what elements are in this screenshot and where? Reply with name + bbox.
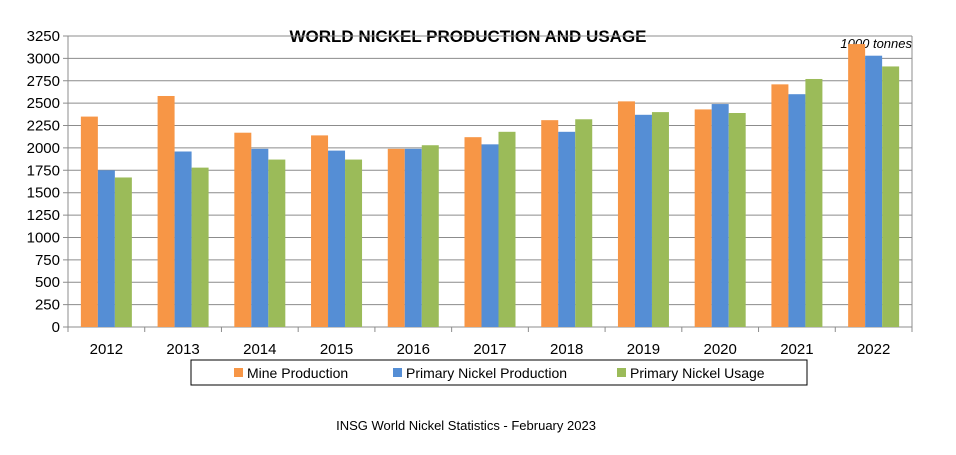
source-note: INSG World Nickel Statistics - February … [336, 418, 596, 433]
x-tick-label: 2022 [857, 341, 890, 358]
legend-swatch [393, 368, 402, 377]
bar-mine-production-2012 [80, 116, 98, 327]
y-tick-label: 250 [35, 297, 60, 314]
y-tick-label: 3250 [27, 28, 60, 45]
bar-primary-nickel-usage-2012 [114, 177, 132, 327]
legend-swatch [234, 368, 243, 377]
x-tick-label: 2018 [550, 341, 583, 358]
legend-label: Primary Nickel Production [406, 365, 567, 381]
bar-primary-nickel-usage-2020 [728, 113, 746, 327]
y-tick-label: 2250 [27, 118, 60, 135]
bar-primary-nickel-usage-2017 [498, 131, 516, 327]
y-tick-label: 2500 [27, 95, 60, 112]
y-tick-label: 2000 [27, 140, 60, 157]
bar-primary-nickel-production-2013 [174, 151, 192, 327]
y-tick-label: 1000 [27, 229, 60, 246]
y-tick-label: 2750 [27, 73, 60, 90]
x-tick-label: 2014 [243, 341, 276, 358]
y-tick-label: 1750 [27, 162, 60, 179]
y-tick-label: 1500 [27, 185, 60, 202]
x-tick-label: 2020 [703, 341, 736, 358]
bar-primary-nickel-usage-2013 [191, 167, 209, 327]
bar-primary-nickel-usage-2015 [345, 159, 363, 327]
bar-mine-production-2019 [617, 101, 635, 328]
bar-primary-nickel-usage-2018 [575, 119, 593, 327]
bar-primary-nickel-production-2016 [404, 148, 422, 327]
bar-primary-nickel-production-2021 [788, 94, 806, 327]
bar-mine-production-2020 [694, 109, 712, 327]
bar-primary-nickel-production-2022 [865, 55, 883, 328]
x-tick-label: 2012 [90, 341, 123, 358]
bar-mine-production-2022 [848, 44, 866, 327]
bar-mine-production-2013 [157, 95, 175, 327]
bar-mine-production-2021 [771, 84, 789, 327]
y-tick-label: 500 [35, 274, 60, 291]
bar-primary-nickel-usage-2014 [268, 159, 286, 327]
bar-mine-production-2014 [234, 132, 252, 327]
bar-mine-production-2015 [311, 135, 329, 327]
x-tick-label: 2015 [320, 341, 353, 358]
bar-primary-nickel-usage-2016 [421, 145, 439, 327]
bar-mine-production-2017 [464, 137, 482, 327]
y-tick-label: 1250 [27, 207, 60, 224]
bar-primary-nickel-production-2017 [481, 144, 499, 327]
bar-primary-nickel-production-2012 [97, 170, 115, 327]
bar-primary-nickel-production-2018 [558, 131, 576, 327]
y-tick-label: 3000 [27, 50, 60, 67]
bar-primary-nickel-usage-2021 [805, 78, 823, 328]
x-tick-label: 2019 [627, 341, 660, 358]
bar-primary-nickel-production-2019 [634, 114, 652, 327]
x-tick-label: 2016 [397, 341, 430, 358]
bar-mine-production-2016 [387, 148, 405, 327]
y-tick-label: 750 [35, 252, 60, 269]
bar-primary-nickel-usage-2019 [651, 112, 669, 327]
x-tick-label: 2017 [473, 341, 506, 358]
legend-box [190, 359, 808, 386]
legend-swatch [617, 368, 626, 377]
legend: Mine Production Primary Nickel Production… [190, 359, 808, 386]
bar-primary-nickel-production-2014 [251, 148, 269, 327]
bar-primary-nickel-production-2015 [328, 150, 346, 327]
bar-primary-nickel-usage-2022 [882, 66, 900, 327]
x-tick-label: 2021 [780, 341, 813, 358]
bar-primary-nickel-production-2020 [711, 104, 729, 328]
x-tick-label: 2013 [166, 341, 199, 358]
y-tick-label: 0 [52, 319, 60, 336]
legend-label: Primary Nickel Usage [630, 365, 765, 381]
bar-mine-production-2018 [541, 120, 559, 327]
legend-label: Mine Production [247, 365, 348, 381]
